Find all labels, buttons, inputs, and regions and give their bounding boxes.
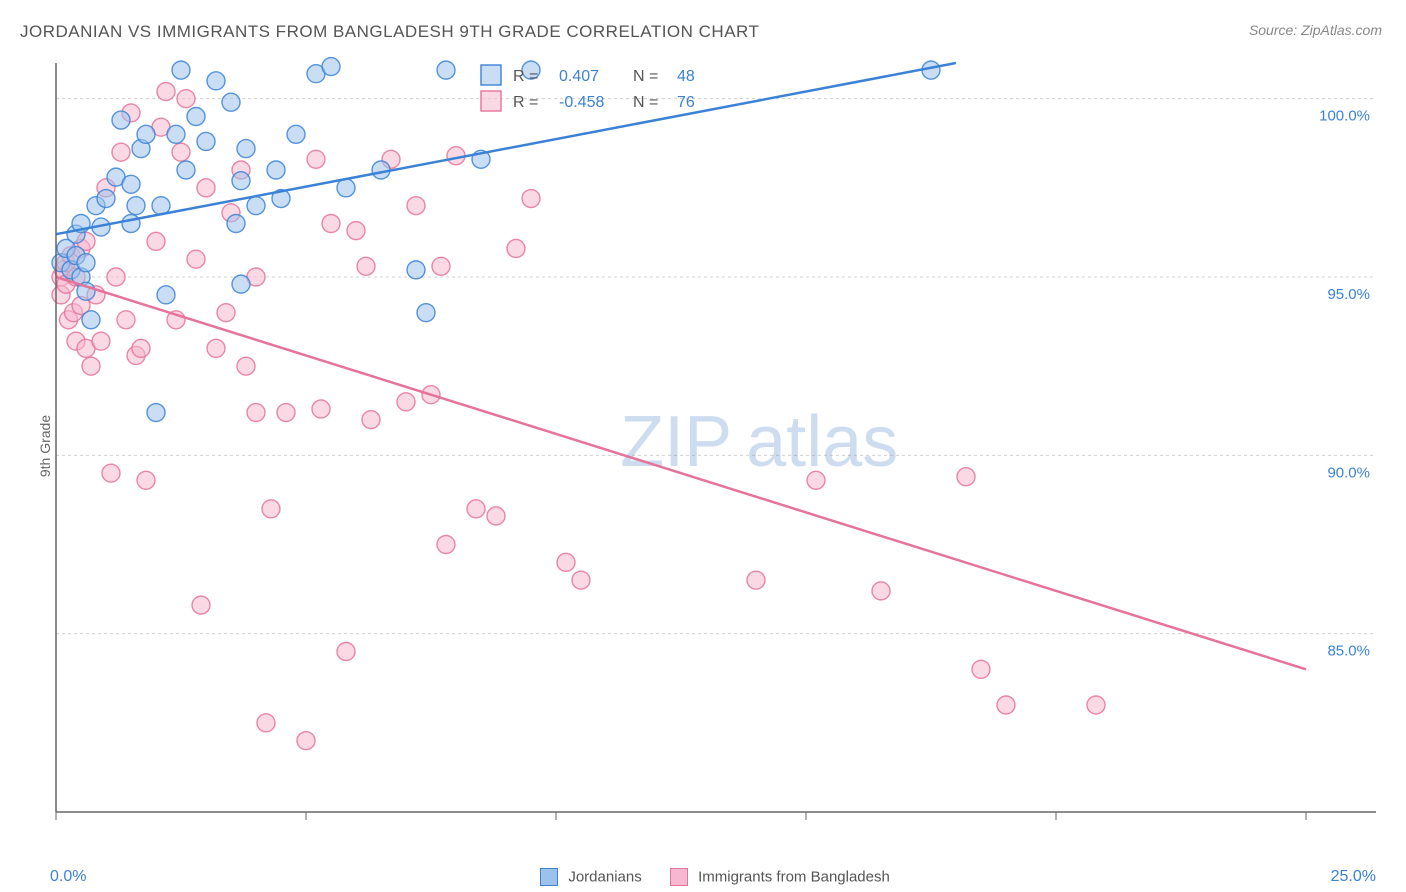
- scatter-chart: 85.0% 90.0% 95.0% 100.0% ZIPatlas R = 0.407 N =…: [50, 55, 1376, 830]
- svg-text:48: 48: [677, 68, 695, 85]
- svg-text:N =: N =: [633, 94, 658, 111]
- svg-text:-0.458: -0.458: [559, 94, 604, 111]
- source-label: Source: ZipAtlas.com: [1249, 22, 1382, 38]
- svg-text:85.0%: 85.0%: [1327, 643, 1370, 660]
- svg-text:76: 76: [677, 94, 695, 111]
- svg-text:N =: N =: [633, 68, 658, 85]
- legend-swatch-jordanians: [540, 868, 558, 886]
- svg-text:R =: R =: [513, 94, 538, 111]
- svg-text:atlas: atlas: [746, 402, 898, 482]
- svg-text:100.0%: 100.0%: [1319, 108, 1370, 125]
- legend-label-jordanians: Jordanians: [568, 869, 641, 886]
- bottom-legend: Jordanians Immigrants from Bangladesh: [0, 868, 1406, 886]
- svg-text:95.0%: 95.0%: [1327, 286, 1370, 303]
- svg-text:ZIP: ZIP: [620, 402, 732, 482]
- legend-label-bangladesh: Immigrants from Bangladesh: [698, 869, 890, 886]
- legend-swatch-bangladesh: [670, 868, 688, 886]
- svg-text:0.407: 0.407: [559, 68, 599, 85]
- svg-text:90.0%: 90.0%: [1327, 464, 1370, 481]
- svg-text:R =: R =: [513, 68, 538, 85]
- chart-title: JORDANIAN VS IMMIGRANTS FROM BANGLADESH …: [20, 22, 759, 42]
